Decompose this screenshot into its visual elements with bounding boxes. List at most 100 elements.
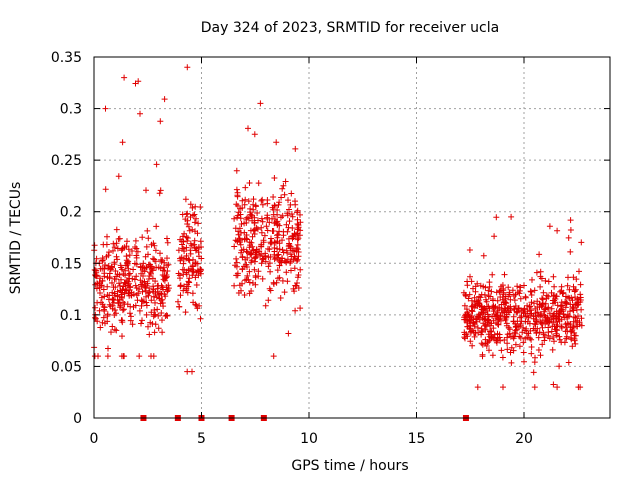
data-point	[185, 256, 192, 263]
data-point	[123, 243, 130, 250]
data-point	[142, 284, 149, 291]
data-point	[157, 187, 164, 194]
data-point	[249, 212, 256, 219]
data-point	[158, 256, 164, 263]
data-point	[155, 291, 162, 298]
data-point	[288, 267, 294, 274]
data-point	[258, 260, 265, 267]
data-point	[192, 203, 199, 210]
data-point	[485, 331, 492, 338]
data-point	[538, 312, 545, 319]
data-point	[548, 328, 555, 335]
data-point	[291, 288, 298, 295]
data-point	[271, 175, 278, 181]
data-point	[288, 253, 295, 260]
data-point	[159, 300, 166, 306]
data-point	[157, 265, 164, 272]
data-point	[533, 269, 540, 276]
data-point	[119, 266, 125, 273]
data-point	[242, 277, 248, 284]
data-point	[127, 284, 133, 291]
data-point	[497, 317, 504, 324]
data-point	[144, 227, 151, 234]
data-point	[468, 314, 475, 321]
data-point	[190, 212, 197, 219]
data-point	[264, 197, 271, 203]
data-point	[111, 261, 118, 268]
data-point	[123, 253, 130, 260]
data-point	[289, 213, 296, 220]
data-point	[165, 285, 172, 292]
data-point	[181, 230, 188, 237]
data-point	[179, 211, 186, 218]
data-point	[258, 197, 265, 204]
data-point	[486, 337, 493, 344]
data-point	[143, 187, 149, 194]
data-point	[148, 241, 155, 248]
data-point	[560, 311, 567, 318]
data-point	[554, 227, 561, 234]
data-point	[297, 305, 304, 312]
data-point	[234, 202, 241, 209]
data-point	[231, 243, 238, 250]
y-tick-label: 0.15	[51, 256, 82, 272]
data-point	[143, 302, 150, 309]
data-point	[148, 266, 155, 273]
data-point	[259, 275, 266, 282]
data-point	[275, 231, 281, 238]
data-point	[279, 277, 286, 284]
data-point	[494, 321, 501, 328]
data-point	[247, 242, 254, 249]
data-point	[514, 283, 521, 290]
data-point	[562, 298, 569, 305]
data-point	[266, 260, 273, 267]
data-point	[94, 318, 101, 325]
data-point	[476, 314, 483, 321]
data-point	[485, 287, 492, 294]
data-point	[292, 307, 299, 314]
data-point	[139, 264, 146, 271]
data-point	[239, 280, 245, 287]
data-point	[504, 331, 511, 338]
data-point	[139, 288, 146, 295]
data-point	[294, 274, 301, 281]
data-point	[181, 267, 188, 273]
data-point	[523, 325, 530, 332]
data-point	[183, 285, 190, 292]
data-point	[145, 276, 152, 282]
data-point	[505, 284, 512, 291]
data-point	[250, 196, 257, 203]
data-point	[186, 275, 193, 282]
data-point	[546, 223, 553, 230]
data-point	[119, 245, 126, 252]
data-point	[119, 307, 126, 314]
data-point	[489, 352, 496, 359]
data-point	[260, 255, 267, 262]
data-point	[145, 290, 151, 297]
data-point	[294, 207, 301, 214]
data-point	[232, 225, 239, 232]
data-point	[152, 311, 159, 318]
data-point	[104, 292, 111, 298]
data-point	[180, 287, 187, 294]
data-point	[246, 268, 253, 275]
data-point	[501, 315, 508, 322]
data-point	[106, 274, 113, 280]
data-point	[124, 262, 131, 268]
points-layer	[91, 64, 585, 391]
plot-frame	[93, 56, 611, 419]
data-point	[151, 293, 158, 300]
data-point	[545, 324, 552, 331]
data-point	[578, 315, 585, 322]
data-point	[251, 266, 258, 273]
data-point	[234, 189, 241, 196]
data-point	[522, 313, 529, 320]
data-point	[154, 282, 161, 289]
data-point	[100, 314, 107, 321]
data-point	[506, 326, 513, 333]
data-point	[478, 306, 485, 313]
data-point	[470, 285, 476, 292]
data-point	[268, 239, 275, 246]
data-point	[467, 273, 473, 280]
data-point	[269, 228, 276, 234]
